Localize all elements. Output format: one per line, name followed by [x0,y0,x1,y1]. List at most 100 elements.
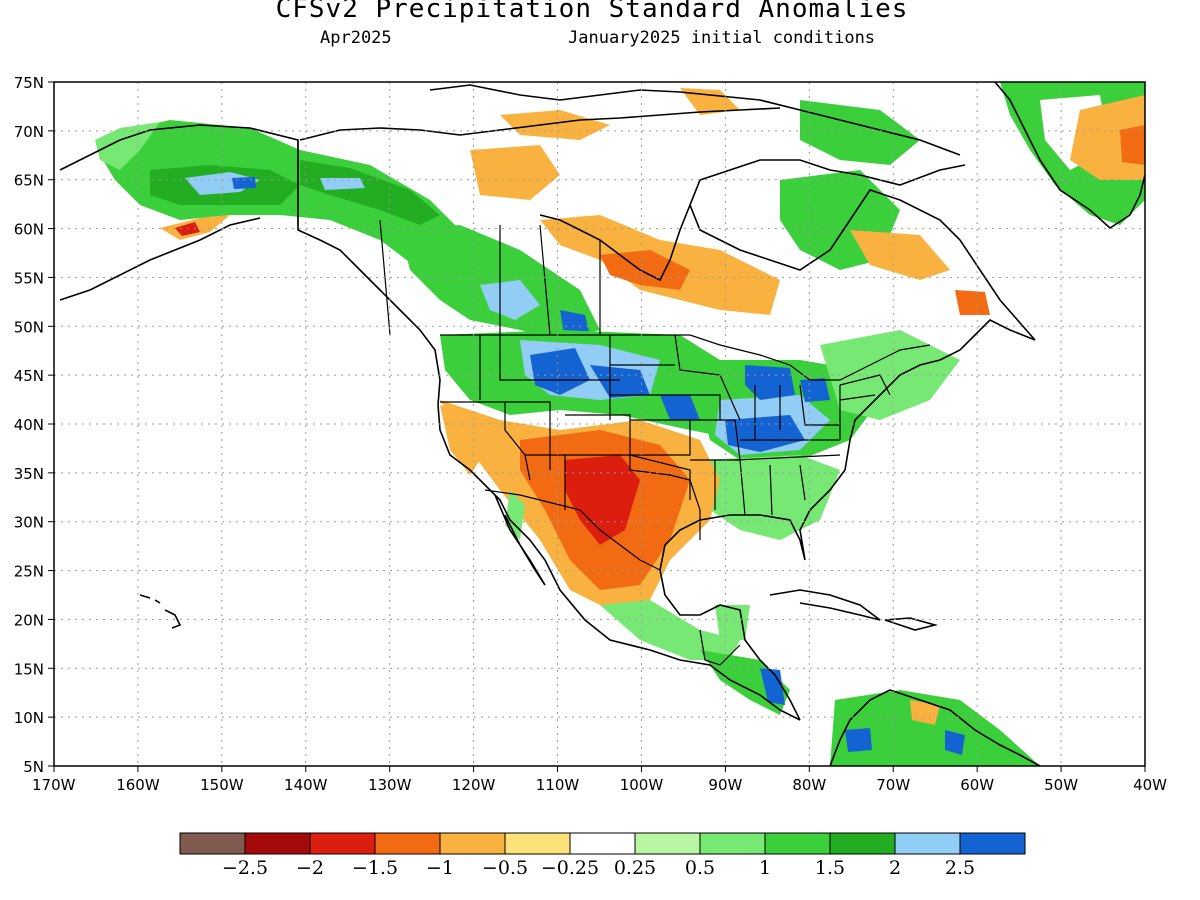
coast-south-america [829,689,1041,766]
coast-canada-east [689,159,1036,341]
anomaly-nwt-orange [470,145,560,200]
border-state-tx [629,455,701,540]
anomaly-yukon-dkgreen [300,160,440,225]
gridlines [54,82,1145,766]
anomaly-ohio-blue [725,415,805,452]
border-mexico-states [699,629,741,666]
border-state-ks-ok [629,419,691,500]
lat-tick-label: 65N [14,172,44,190]
colorbar-swatch [179,832,246,855]
border-us-canada [440,334,931,381]
colorbar-label: 1 [759,857,771,879]
lon-tick-label: 80W [792,776,826,794]
coast-east-us [844,319,1036,471]
anomaly-northeast-green [820,330,960,420]
border-state-mt-wy [499,335,620,381]
coast-arctic [299,107,781,141]
border-us-mexico [484,489,661,571]
lat-tick-label: 60N [14,221,44,239]
coast-west-us [437,404,801,721]
colorbar-swatch [244,832,311,855]
anomaly-yukon-lightblue [320,178,365,190]
anomaly-bc-lightblue [480,280,540,320]
lon-tick-label: 170W [32,776,76,794]
anomaly-central-america-blue [760,668,785,705]
colorbar-label: 1.5 [815,857,845,879]
anomaly-arctic-islands-orange [680,88,740,115]
lon-tick-label: 90W [708,776,742,794]
colorbar-swatch [569,832,636,855]
coast-cuba [769,589,881,621]
coast-hawaii [139,594,182,629]
anomaly-calif-orange [440,405,480,475]
anomaly-alaska-blue [232,177,256,189]
colorbar-swatch [959,832,1026,855]
lat-tick-label: 15N [14,660,44,678]
border-state-nd-sd [609,335,680,420]
colorbar-label: −1 [426,857,454,879]
coast-hudson [539,204,691,282]
anomaly-nfld-orange [955,290,990,315]
coastlines [59,82,1145,766]
anomaly-hudson-darkorange [600,250,690,290]
anomaly-alaska-green [100,120,500,280]
coast-gulf [659,469,846,721]
map-title: CFSv2 Precipitation Standard Anomalies [275,0,909,24]
lat-tick-label: 45N [14,367,44,385]
anomaly-alaska-lightgreen [95,122,160,170]
anomaly-shading [95,82,1145,766]
border-state-mn-ia [674,334,721,420]
lat-tick-label: 75N [14,74,44,92]
anomaly-baja-green [505,490,525,540]
colorbar-label: 0.5 [685,857,715,879]
lon-tick-label: 40W [1133,776,1167,794]
lon-tick-label: 50W [1044,776,1078,794]
anomaly-samerica-green [830,690,1040,766]
lon-tick-label: 140W [284,776,328,794]
anomaly-labrador-orange [850,230,950,280]
coast-hispaniola [884,617,939,631]
coast-alaska [59,124,441,406]
lat-tick-label: 40N [14,416,44,434]
lat-tick-label: 35N [14,465,44,483]
border-state-oh-pa [799,384,876,440]
anomaly-samerica-orange [910,700,940,725]
lon-tick-label: 60W [960,776,994,794]
coast-greenland [994,82,1145,230]
colorbar-label: −1.5 [352,857,398,879]
colorbar-swatch [699,832,766,855]
anomaly-samerica-blue [845,728,872,752]
anomaly-michigan-blue [745,365,795,400]
coast-baja [494,494,546,586]
colorbar-swatch [504,832,571,855]
colorbar-label: 2.5 [945,857,975,879]
lat-tick-label: 55N [14,269,44,287]
colorbar-label: −2 [296,857,324,879]
colorbar-label: −0.25 [541,857,599,879]
anomaly-nm-red [565,455,640,545]
border-state-ca-nv [440,401,531,481]
lat-tick-label: 5N [23,758,44,776]
lon-tick-label: 160W [116,776,160,794]
lon-tick-label: 130W [368,776,412,794]
init-conditions-label: January2025 initial conditions [568,28,876,48]
valid-month-label: Apr2025 [320,28,392,48]
anomaly-montana-blue [530,348,590,395]
colorbar-label: −2.5 [222,857,268,879]
colorbar-swatch [634,832,701,855]
longitude-labels: 170W 160W 150W 140W 130W 120W 110W 100W 90W 80W 70… [32,766,1167,794]
border-state-ky-tn [734,439,841,461]
anomaly-greenland-darkorange [1120,125,1145,165]
lon-tick-label: 120W [452,776,496,794]
anomaly-mexico-south-green [600,600,740,660]
lat-tick-label: 50N [14,318,44,336]
lat-tick-label: 20N [14,611,44,629]
lat-tick-label: 70N [14,123,44,141]
anomaly-erie-blue [800,378,830,402]
colorbar-swatch [894,832,961,855]
lon-tick-label: 100W [620,776,664,794]
colorbar-label: 2 [889,857,901,879]
lat-tick-label: 30N [14,514,44,532]
colorbar-swatch [764,832,831,855]
